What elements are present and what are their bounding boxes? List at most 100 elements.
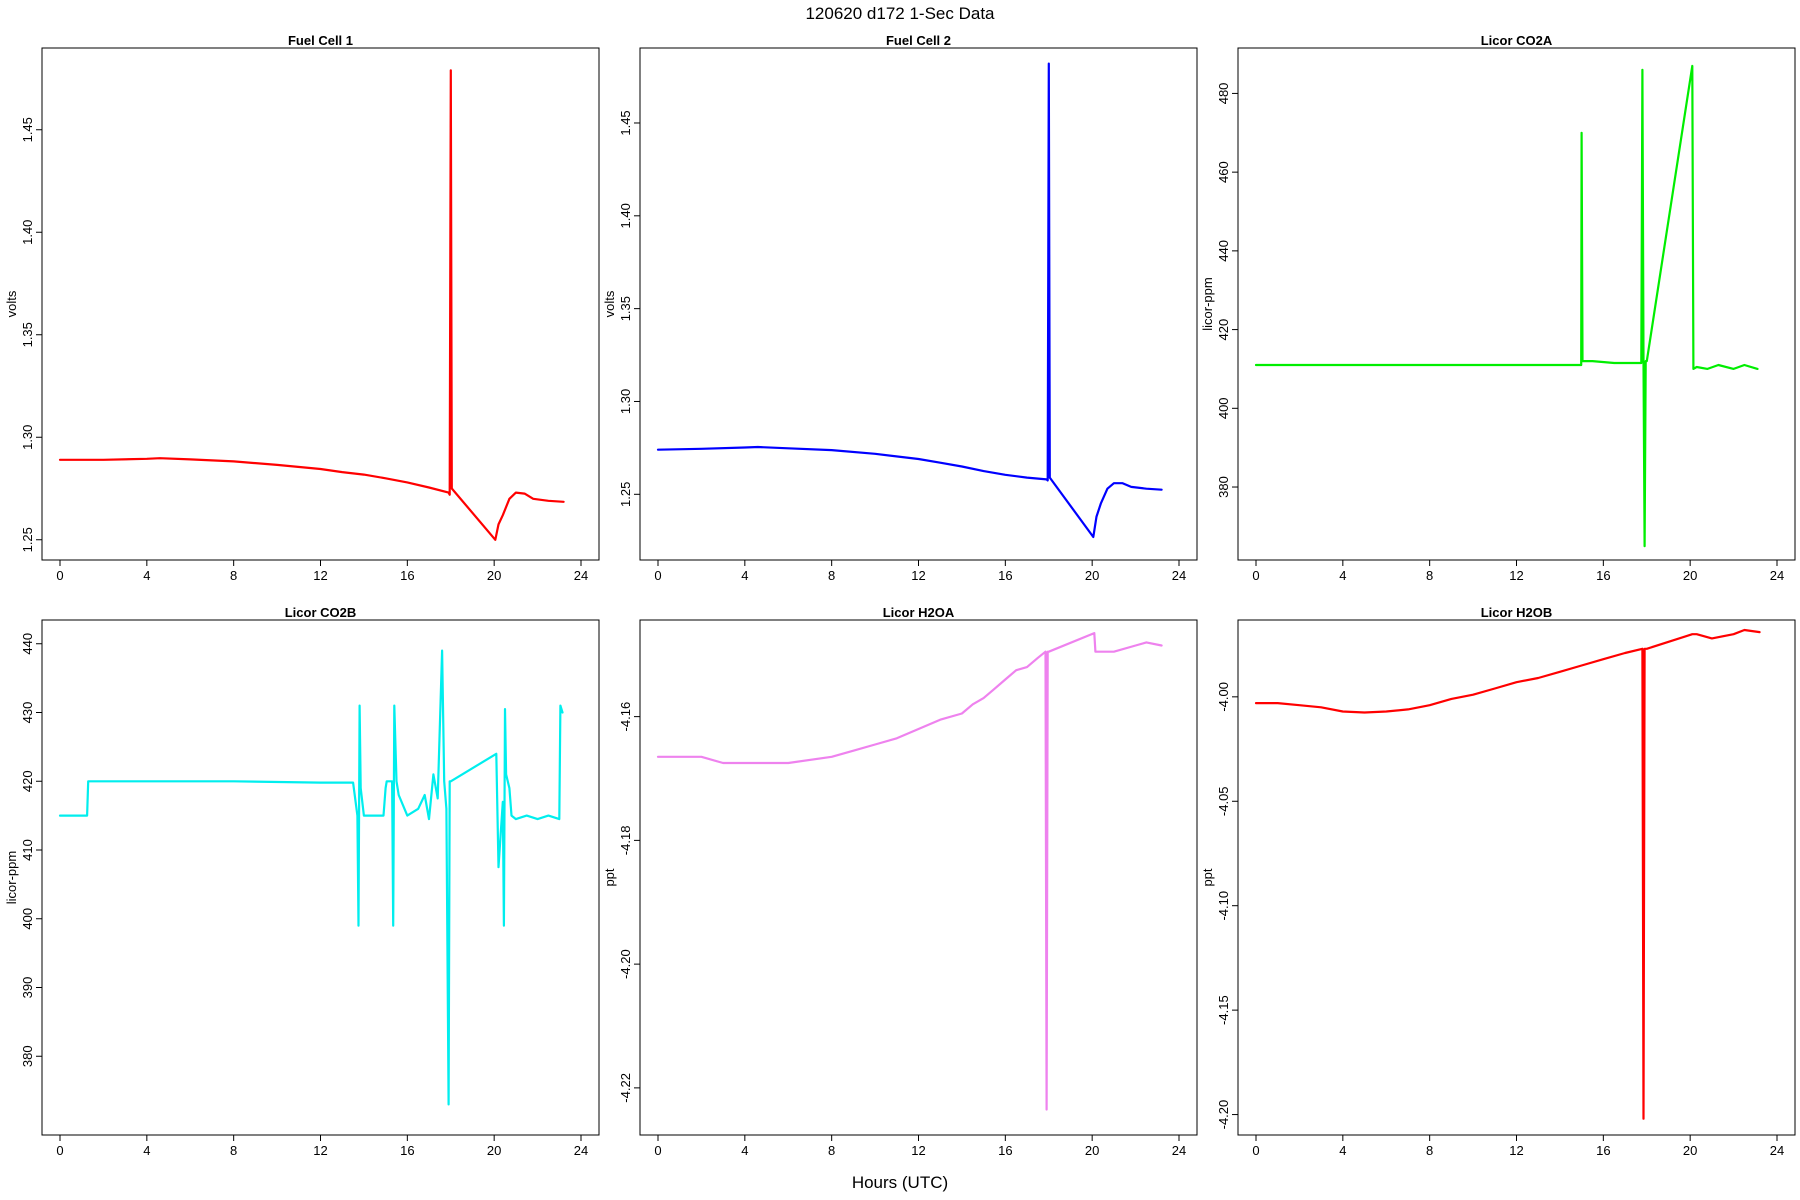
x-tick-label: 8 <box>1426 1143 1433 1158</box>
x-tick-label: 20 <box>487 568 501 583</box>
y-axis-label: licor-ppm <box>1200 277 1215 330</box>
x-tick-label: 20 <box>487 1143 501 1158</box>
y-tick-label: 1.40 <box>20 220 35 245</box>
panel-title: Fuel Cell 2 <box>886 33 951 48</box>
y-tick-label: -4.18 <box>618 826 633 856</box>
x-tick-label: 24 <box>574 1143 588 1158</box>
series-line <box>656 631 1163 1111</box>
y-tick-label: 410 <box>20 839 35 861</box>
y-tick-label: 1.30 <box>20 425 35 450</box>
x-tick-label: 24 <box>574 568 588 583</box>
y-tick-label: 480 <box>1216 83 1231 105</box>
x-tick-label: 12 <box>1509 568 1523 583</box>
series-line <box>58 69 565 541</box>
x-tick-label: 8 <box>230 1143 237 1158</box>
series-line <box>58 649 564 1106</box>
x-tick-label: 12 <box>911 568 925 583</box>
y-tick-label: 1.45 <box>20 117 35 142</box>
y-tick-label: 400 <box>1216 397 1231 419</box>
x-tick-label: 8 <box>230 568 237 583</box>
x-tick-label: 24 <box>1770 1143 1784 1158</box>
y-tick-label: -4.00 <box>1216 682 1231 712</box>
panel-3: Licor CO2A 0 4 8 12 16 20 24 380 400 420 440 460 480 l… <box>1200 33 1796 583</box>
y-tick-label: 1.45 <box>618 110 633 135</box>
x-tick-label: 24 <box>1172 568 1186 583</box>
panel-1: Fuel Cell 1 0 4 8 12 16 20 24 1.25 1.30 1.35 1.40 1.… <box>4 33 600 583</box>
x-tick-label: 4 <box>741 1143 748 1158</box>
y-tick-label: -4.22 <box>618 1073 633 1103</box>
x-tick-label: 20 <box>1683 568 1697 583</box>
x-tick-label: 16 <box>998 1143 1012 1158</box>
series-line <box>1254 64 1759 548</box>
x-tick-label: 0 <box>1252 568 1259 583</box>
x-tick-label: 24 <box>1172 1143 1186 1158</box>
x-tick-label: 12 <box>911 1143 925 1158</box>
x-tick-label: 12 <box>313 1143 327 1158</box>
panel-title: Licor CO2A <box>1481 33 1553 48</box>
figure-xlabel: Hours (UTC) <box>852 1173 948 1192</box>
panels-group: Fuel Cell 1 0 4 8 12 16 20 24 1.25 1.30 1.35 1.40 1.… <box>4 33 1796 1158</box>
y-axis-label: volts <box>602 290 617 317</box>
y-tick-label: 380 <box>20 1045 35 1067</box>
x-tick-label: 20 <box>1085 1143 1099 1158</box>
y-axis-label: volts <box>4 290 19 317</box>
y-tick-label: -4.20 <box>618 949 633 979</box>
panel-title: Licor H2OB <box>1481 605 1553 620</box>
y-axis-label: ppt <box>1200 868 1215 886</box>
x-tick-label: 4 <box>1339 1143 1346 1158</box>
figure-title: 120620 d172 1-Sec Data <box>805 4 995 23</box>
panel-6: Licor H2OB 0 4 8 12 16 20 24 -4.20 -4.15 -4.10 -4.0… <box>1200 605 1796 1158</box>
x-tick-label: 4 <box>143 568 150 583</box>
y-tick-label: 420 <box>1216 319 1231 341</box>
series-line <box>656 62 1163 539</box>
y-tick-label: 1.40 <box>618 203 633 228</box>
x-tick-label: 8 <box>828 1143 835 1158</box>
y-tick-label: 460 <box>1216 161 1231 183</box>
x-tick-label: 16 <box>1596 568 1610 583</box>
x-tick-label: 16 <box>400 568 414 583</box>
x-tick-label: 4 <box>1339 568 1346 583</box>
y-tick-label: 390 <box>20 977 35 999</box>
y-tick-label: 400 <box>20 908 35 930</box>
panel-5: Licor H2OA 0 4 8 12 16 20 24 -4.22 -4.20 -4.18 -4.1… <box>602 605 1198 1158</box>
y-tick-label: 440 <box>1216 240 1231 262</box>
y-tick-label: 430 <box>20 702 35 724</box>
y-tick-label: -4.05 <box>1216 786 1231 816</box>
x-tick-label: 16 <box>1596 1143 1610 1158</box>
y-tick-label: -4.16 <box>618 702 633 732</box>
x-tick-label: 0 <box>1252 1143 1259 1158</box>
x-tick-label: 16 <box>400 1143 414 1158</box>
y-axis-label: ppt <box>602 868 617 886</box>
x-tick-label: 16 <box>998 568 1012 583</box>
y-tick-label: -4.10 <box>1216 891 1231 921</box>
x-tick-label: 0 <box>654 568 661 583</box>
y-tick-label: -4.20 <box>1216 1100 1231 1130</box>
panel-title: Licor H2OA <box>883 605 955 620</box>
panel-2: Fuel Cell 2 0 4 8 12 16 20 24 1.25 1.30 1.35 1.40 1.… <box>602 33 1198 583</box>
y-tick-label: 1.25 <box>20 527 35 552</box>
y-axis-label: licor-ppm <box>4 851 19 904</box>
x-tick-label: 24 <box>1770 568 1784 583</box>
x-tick-label: 0 <box>654 1143 661 1158</box>
y-tick-label: 440 <box>20 633 35 655</box>
x-tick-label: 20 <box>1085 568 1099 583</box>
y-tick-label: 1.25 <box>618 482 633 507</box>
y-tick-label: 420 <box>20 770 35 792</box>
y-tick-label: -4.15 <box>1216 995 1231 1025</box>
x-tick-label: 0 <box>56 1143 63 1158</box>
panel-title: Fuel Cell 1 <box>288 33 353 48</box>
x-tick-label: 12 <box>313 568 327 583</box>
y-tick-label: 1.35 <box>618 296 633 321</box>
x-tick-label: 20 <box>1683 1143 1697 1158</box>
series-line <box>1254 628 1761 1120</box>
panel-4: Licor CO2B 0 4 8 12 16 20 24 380 390 400 410 420 430 4… <box>4 605 600 1158</box>
panel-title: Licor CO2B <box>285 605 357 620</box>
x-tick-label: 4 <box>143 1143 150 1158</box>
y-tick-label: 380 <box>1216 476 1231 498</box>
y-tick-label: 1.35 <box>20 322 35 347</box>
x-tick-label: 8 <box>828 568 835 583</box>
x-tick-label: 0 <box>56 568 63 583</box>
x-tick-label: 12 <box>1509 1143 1523 1158</box>
